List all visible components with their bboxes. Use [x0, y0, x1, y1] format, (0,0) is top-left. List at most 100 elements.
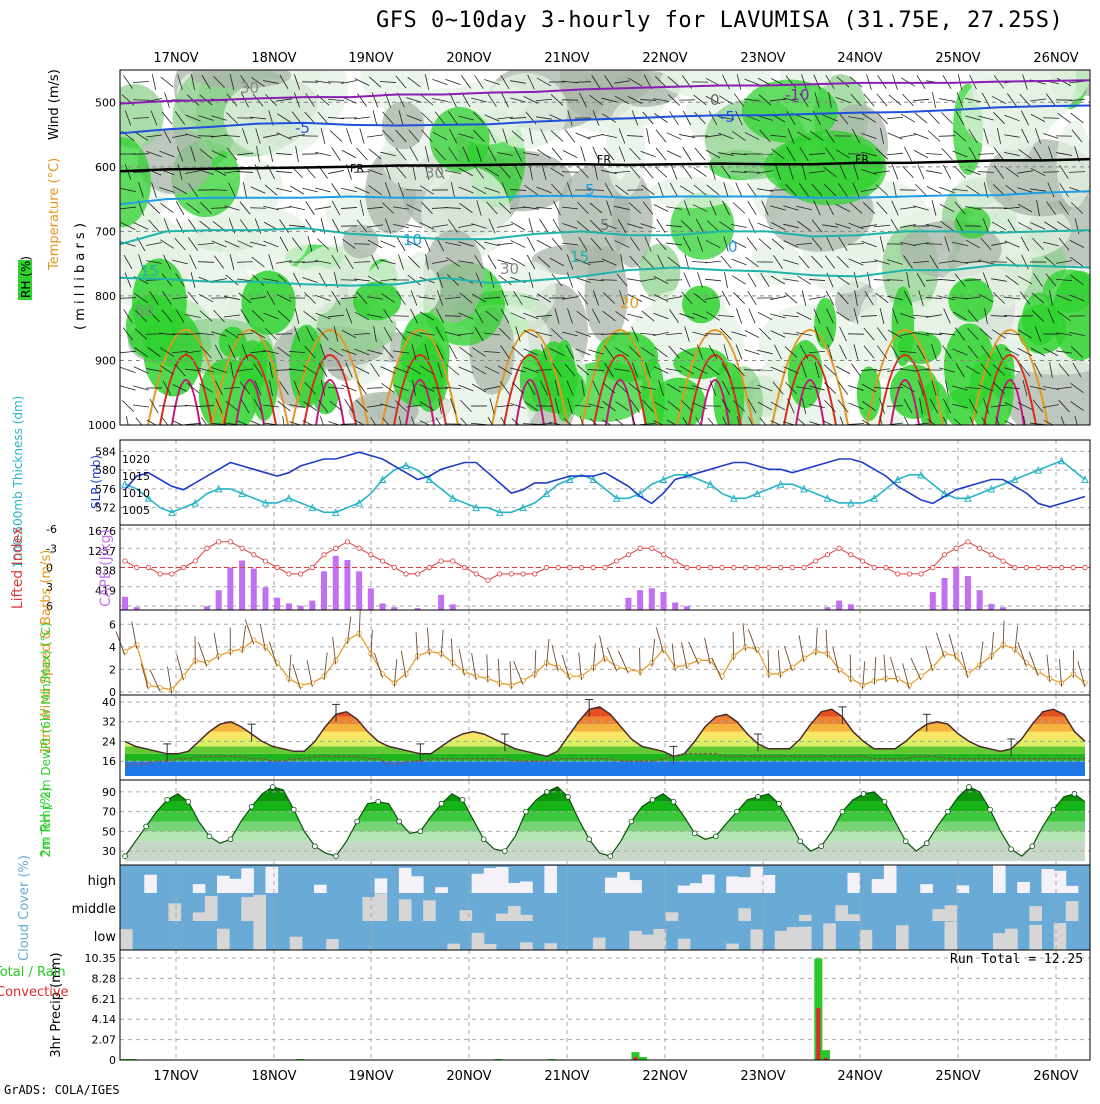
surface-wind-barb — [689, 642, 699, 665]
precip-tick: 4.14 — [92, 1013, 117, 1026]
cloud-cell — [957, 885, 970, 893]
rh-marker — [1009, 847, 1014, 852]
cloud-cell — [447, 944, 460, 950]
axis-label: Cloud Cover (%) — [17, 855, 32, 961]
surface-wind-barb — [150, 669, 160, 691]
contour-label: 15 — [570, 248, 589, 266]
cloud-cell — [726, 944, 739, 950]
surface-wind-barb — [903, 663, 910, 689]
rh-marker — [988, 807, 993, 812]
cloud-cell — [629, 931, 642, 950]
li-marker — [181, 565, 185, 569]
contour-label: 30 — [425, 164, 444, 182]
temp-band — [120, 732, 1090, 739]
cape-bar — [286, 603, 292, 610]
rh-band — [120, 782, 1090, 792]
contour-label: FR — [855, 153, 869, 166]
pressure-tick: 1000 — [88, 419, 116, 432]
li-marker — [720, 565, 724, 569]
rh-blob-high — [682, 285, 720, 323]
rh-marker — [228, 837, 233, 842]
rh-marker — [734, 809, 739, 814]
date-label-bottom: 24NOV — [837, 1069, 882, 1084]
li-line — [125, 542, 1085, 581]
rh-marker — [945, 809, 950, 814]
surface-wind-barb — [618, 651, 628, 674]
li-marker — [942, 552, 946, 556]
surface-wind-barb — [141, 664, 148, 690]
thickness-line — [125, 461, 1085, 513]
rh-fill-layer — [120, 782, 1090, 861]
pressure-axis-label: ( m i l l i b a r s ) — [73, 223, 88, 330]
cloud-cell — [617, 872, 630, 893]
slp-line — [125, 452, 1085, 507]
li-marker — [743, 565, 747, 569]
li-marker — [708, 565, 712, 569]
rh-legend-label: RH (%) — [18, 256, 33, 300]
precip-tick: 6.21 — [92, 993, 117, 1006]
cloud-cell — [484, 868, 497, 893]
surface-wind-barb — [177, 654, 184, 680]
rh-marker — [777, 801, 782, 806]
surface-wind-barb — [600, 635, 605, 662]
rh-blob-high — [353, 281, 401, 320]
cloud-cell — [1017, 882, 1030, 893]
wind-barb — [133, 100, 149, 101]
cape-bar — [333, 556, 339, 610]
cloud-cell — [605, 878, 618, 893]
pressure-tick: 600 — [95, 161, 116, 174]
chart-title: GFS 0~10day 3-hourly for LAVUMISA (31.75… — [376, 8, 1063, 33]
li-tick: -6 — [46, 523, 57, 536]
pressure-tick: 500 — [95, 96, 116, 109]
cape-bar — [438, 595, 444, 610]
cape-bar — [942, 578, 948, 610]
li-marker — [638, 546, 642, 550]
cloud-cell — [1029, 925, 1042, 950]
rh-marker — [418, 829, 423, 834]
cloud-cell — [872, 879, 885, 893]
cloud-cell — [496, 914, 509, 921]
cape-bar — [321, 571, 327, 610]
cloud-cell — [217, 929, 230, 950]
li-marker — [767, 565, 771, 569]
surface-wind-barb — [656, 627, 663, 653]
li-marker — [603, 565, 607, 569]
rh-marker — [587, 837, 592, 842]
contour-label: -5 — [720, 108, 735, 126]
rh-marker — [481, 837, 486, 842]
wind-barb — [926, 244, 942, 245]
rh-marker — [523, 809, 528, 814]
cloud-cell — [799, 915, 812, 921]
cloud-cell — [945, 921, 958, 950]
temp-tick: 16 — [102, 755, 116, 768]
rh-blob — [606, 102, 645, 196]
li-marker — [825, 552, 829, 556]
rh-marker — [123, 854, 128, 859]
li-marker — [907, 572, 911, 576]
cape-bar — [684, 606, 690, 610]
li-marker — [170, 572, 174, 576]
rh-marker — [967, 785, 972, 790]
rh-marker — [144, 824, 149, 829]
surface-wind-barb — [374, 653, 382, 678]
li-marker — [626, 552, 630, 556]
li-marker — [334, 546, 338, 550]
li-marker — [380, 559, 384, 563]
pressure-tick: 900 — [95, 354, 116, 367]
cape-bar — [251, 569, 257, 610]
cloud-cell — [423, 900, 436, 921]
li-marker — [615, 559, 619, 563]
date-label-top: 19NOV — [348, 51, 393, 66]
contour-label: 10 — [403, 231, 422, 249]
cloud-cell — [205, 896, 218, 921]
rh-band — [120, 831, 1090, 841]
cape-bar — [298, 606, 304, 610]
surface-wind-barb — [607, 648, 616, 671]
axis-label-group: Lifted Index — [10, 527, 26, 609]
contour-label: 15 — [140, 262, 159, 280]
cloud-cell — [726, 876, 739, 893]
rh-marker — [713, 834, 718, 839]
rh-marker — [355, 819, 360, 824]
cape-bar — [450, 604, 456, 610]
